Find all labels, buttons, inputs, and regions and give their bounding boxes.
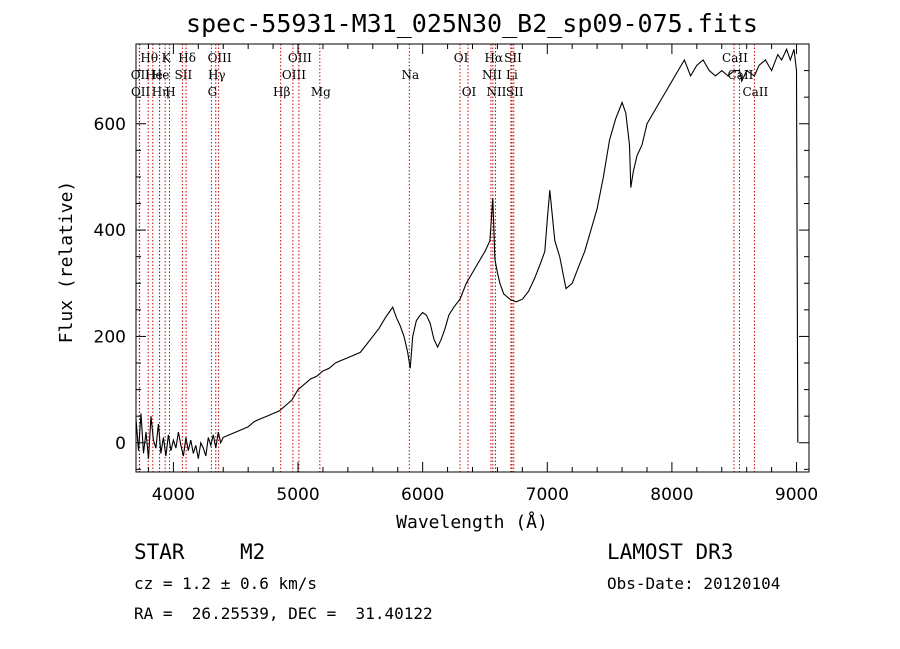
spectrum-line	[135, 47, 799, 459]
coordinates: RA = 26.25539, DEC = 31.40122	[134, 604, 433, 623]
line-label-13: Hβ	[273, 85, 290, 99]
y-tick-label-2: 400	[94, 221, 126, 241]
object-class: STAR	[134, 540, 185, 564]
line-label-20: Hα	[485, 51, 504, 65]
y-tick-label-0: 0	[115, 434, 126, 454]
line-label-12: G	[208, 85, 218, 99]
line-label-11: Hγ	[208, 68, 226, 82]
line-label-5: Hη	[152, 85, 170, 99]
line-label-0: Hθ	[140, 51, 158, 65]
y-tick-label-1: 200	[94, 327, 126, 347]
line-label-8: SII	[175, 68, 193, 82]
line-label-24: Li	[506, 68, 518, 82]
x-tick-label-1: 5000	[276, 485, 319, 505]
line-label-28: CaII	[742, 85, 768, 99]
line-label-21: NII	[482, 68, 502, 82]
line-label-23: SII	[504, 51, 522, 65]
line-label-15: OIII	[288, 51, 312, 65]
line-label-22: NII	[486, 85, 506, 99]
line-label-25: SII	[506, 85, 524, 99]
x-tick-label-5: 9000	[775, 485, 818, 505]
observation-date: Obs-Date: 20120104	[607, 574, 781, 593]
line-label-26: CaII	[722, 51, 748, 65]
line-label-3: He	[145, 68, 163, 82]
axis-ticks: 4000 5000 6000 7000 8000 9000 0 200 400 600	[94, 44, 818, 505]
line-label-10: OIII	[208, 51, 232, 65]
line-label-16: Mg	[311, 85, 331, 99]
line-label-19: OI	[462, 85, 477, 99]
survey-name: LAMOST DR3	[607, 540, 734, 564]
plot-frame	[135, 43, 810, 473]
line-label-18: OI	[454, 51, 469, 65]
line-label-6: He	[152, 68, 170, 82]
line-label-7: H	[165, 85, 175, 99]
line-label-17: Na	[401, 68, 419, 82]
line-label-4: K	[162, 51, 172, 65]
x-tick-label-2: 6000	[401, 485, 444, 505]
y-tick-label-3: 600	[94, 115, 126, 135]
x-tick-label-3: 7000	[526, 485, 569, 505]
x-tick-label-0: 4000	[152, 485, 195, 505]
redshift-cz: cz = 1.2 ± 0.6 km/s	[134, 574, 318, 593]
chart-title: spec-55931-M31_025N30_B2_sp09-075.fits	[186, 9, 758, 38]
x-tick-label-4: 8000	[650, 485, 693, 505]
x-axis-label: Wavelength (Å)	[396, 511, 548, 533]
object-subclass: M2	[240, 540, 266, 564]
line-label-9: Hδ	[178, 51, 196, 65]
line-label-14: OIII	[282, 68, 306, 82]
y-axis-label: Flux (relative)	[56, 181, 77, 344]
